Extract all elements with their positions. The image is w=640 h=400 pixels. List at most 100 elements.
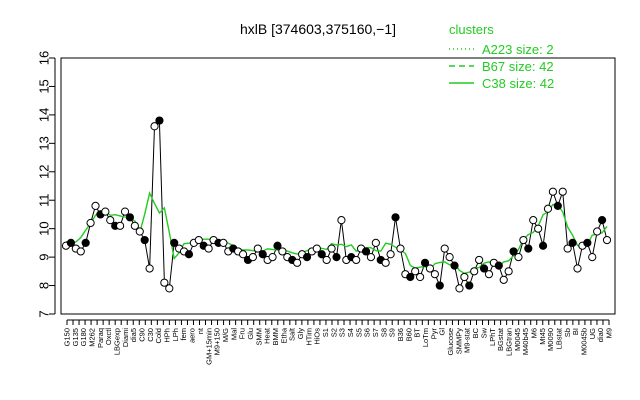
- data-point: [66, 238, 76, 247]
- x-tick-label: LBGexp: [113, 328, 122, 355]
- data-point: [332, 253, 341, 262]
- x-tick-label: dia0: [596, 328, 605, 342]
- data-point: [165, 284, 174, 293]
- data-point: [420, 258, 430, 267]
- data-point: [430, 270, 439, 279]
- data-point: [573, 264, 582, 273]
- data-point: [499, 275, 508, 284]
- data-point: [116, 221, 125, 230]
- data-point: [593, 227, 602, 236]
- data-point: [145, 264, 154, 273]
- x-tick-label: BGstat: [496, 327, 505, 351]
- data-point: [475, 255, 484, 265]
- data-point: [524, 244, 533, 253]
- data-point: [170, 238, 179, 247]
- data-point: [120, 207, 130, 216]
- data-point: [597, 216, 607, 225]
- x-tick-label: LPh: [171, 328, 180, 341]
- legend-entry: B67 size: 42: [482, 59, 554, 74]
- x-tick-label: C30: [146, 328, 155, 342]
- data-point: [558, 187, 567, 196]
- x-tick-label: Fru: [238, 328, 247, 339]
- data-point: [514, 253, 523, 262]
- y-tick-label: 7: [37, 310, 52, 317]
- data-point: [140, 235, 149, 245]
- legend-entry: A223 size: 2: [482, 42, 554, 57]
- data-point: [76, 247, 85, 256]
- data-point: [302, 253, 312, 262]
- data-point: [322, 255, 331, 265]
- x-axis: G150 G135 G180 M262 Paraq Oxctl LBGexp Diami dia…: [63, 319, 614, 365]
- data-point: [238, 250, 248, 259]
- data-point: [317, 250, 326, 259]
- x-tick-label: Oxctl: [104, 328, 113, 345]
- x-tick-label: S6: [363, 328, 372, 337]
- data-point: [416, 272, 425, 282]
- x-tick-label: B36: [396, 328, 405, 341]
- x-tick-label: M9+150: [213, 328, 222, 355]
- legend-title: clusters: [449, 22, 494, 37]
- data-point: [125, 213, 135, 222]
- data-point: [135, 227, 144, 236]
- x-tick-label: BMM: [271, 328, 280, 346]
- data-point: [479, 264, 489, 273]
- data-points: [61, 116, 612, 293]
- data-point: [509, 247, 518, 256]
- data-point: [406, 272, 415, 282]
- legend: clusters A223 size: 2 B67 size: 42 C38 siz…: [449, 22, 554, 91]
- x-tick-label: Mt45: [538, 328, 547, 345]
- data-point: [184, 250, 194, 259]
- x-tick-label: Heat: [263, 327, 272, 344]
- x-tick-label: BC: [471, 327, 480, 338]
- x-tick-label: fem: [179, 328, 188, 341]
- x-tick-label: S5: [354, 328, 363, 337]
- x-tick-label: SMM: [254, 328, 263, 346]
- x-tick-label: Salt: [288, 327, 297, 341]
- x-tick-label: HTim: [304, 328, 313, 346]
- x-tick-label: nt: [196, 327, 205, 334]
- x-tick-label: Gly: [296, 328, 305, 340]
- data-point: [519, 235, 528, 245]
- y-tick-label: 10: [37, 221, 52, 235]
- x-tick-label: M9-stat: [463, 327, 472, 353]
- data-point: [534, 224, 543, 233]
- data-point: [86, 218, 95, 228]
- data-point: [588, 253, 597, 262]
- data-point: [391, 213, 400, 222]
- x-tick-label: BT: [413, 328, 422, 338]
- x-tick-label: aero: [188, 328, 197, 343]
- y-tick-label: 11: [37, 193, 52, 207]
- data-point: [548, 187, 558, 196]
- plot-frame: [60, 57, 616, 315]
- data-point: [219, 238, 228, 247]
- cluster-lines: [65, 119, 608, 291]
- data-point: [101, 207, 110, 216]
- data-point: [553, 201, 562, 211]
- data-point: [440, 244, 449, 253]
- x-tick-label: M0045: [513, 328, 522, 351]
- x-tick-label: S9: [388, 328, 397, 337]
- data-point: [568, 238, 577, 247]
- x-tick-label: Pyr: [429, 327, 438, 339]
- data-point: [386, 250, 395, 259]
- data-point: [460, 272, 469, 282]
- data-point: [435, 281, 444, 290]
- data-point: [268, 253, 277, 262]
- x-tick-label: S8: [379, 328, 388, 337]
- x-tick-label: C90: [138, 328, 147, 342]
- data-point: [248, 253, 257, 262]
- data-point: [484, 270, 494, 279]
- data-point: [194, 235, 203, 245]
- data-point: [543, 204, 553, 213]
- x-tick-label: BI: [571, 328, 580, 335]
- x-tick-label: UG: [588, 328, 597, 339]
- y-axis: 7 8 9 10 11 12 13 14 15 16: [37, 51, 56, 318]
- x-tick-label: GM+15min: [204, 328, 213, 365]
- x-tick-label: HPh: [163, 328, 172, 343]
- data-point: [293, 258, 302, 267]
- x-tick-label: Paraq: [96, 328, 105, 348]
- x-tick-label: M6: [529, 328, 538, 338]
- x-tick-label: M0045b: [579, 328, 588, 355]
- x-tick-label: HiOs: [313, 328, 322, 345]
